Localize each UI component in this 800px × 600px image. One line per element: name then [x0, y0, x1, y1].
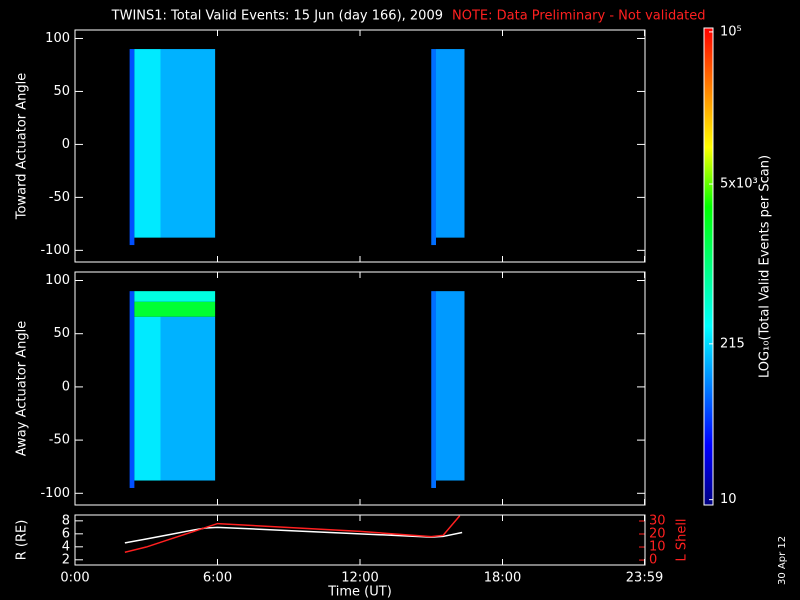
x-tick-label: 0:00 [60, 571, 89, 586]
heatmap-cell [129, 291, 135, 488]
x-tick-label: 18:00 [484, 571, 521, 586]
y-tick-label: 100 [45, 31, 70, 46]
y2-tick-label: 30 [649, 513, 666, 528]
y2-tick-label: 20 [649, 527, 666, 542]
colorbar-tick-label: 10⁵ [720, 24, 742, 39]
heatmap-cell [134, 291, 216, 302]
y-tick-label: 0 [62, 137, 70, 152]
heatmap-cell [129, 49, 135, 246]
y-tick-label: -50 [49, 433, 70, 448]
x-tick-label: 12:00 [341, 571, 378, 586]
y-axis-label: Toward Actuator Angle [15, 73, 30, 220]
y-axis-label: R (RE) [15, 520, 30, 561]
y-tick-label: 0 [62, 379, 70, 394]
colorbar-tick-label: 215 [720, 336, 745, 351]
x-tick-label: 6:00 [203, 571, 232, 586]
y-tick-label: 4 [62, 539, 70, 554]
x-axis-label: Time (UT) [327, 585, 392, 600]
date-stamp: 30 Apr 12 [777, 536, 788, 585]
y-tick-label: 6 [62, 526, 70, 541]
chart-note: NOTE: Data Preliminary - Not validated [452, 9, 706, 24]
y-tick-label: 2 [62, 552, 70, 567]
heatmap-cell [436, 291, 465, 481]
colorbar [703, 27, 714, 506]
y-axis-label: Away Actuator Angle [15, 321, 30, 456]
heatmap-cell [436, 49, 465, 238]
chart-title: TWINS1: Total Valid Events: 15 Jun (day … [111, 9, 443, 24]
y-tick-label: -100 [40, 243, 70, 258]
heatmap-cell [160, 49, 216, 238]
y2-axis-label: L Shell [675, 518, 690, 561]
plot-frame [74, 514, 646, 566]
colorbar-title: LOG₁₀(Total Valid Events per Scan) [758, 155, 773, 378]
y-tick-label: -50 [49, 190, 70, 205]
heatmap-cell [134, 49, 161, 238]
heatmap-cell [431, 49, 436, 246]
heatmap-cell [134, 301, 216, 317]
colorbar-tick-label: 10 [720, 492, 737, 507]
heatmap-cell [431, 291, 436, 488]
y-tick-label: 50 [53, 326, 70, 341]
heatmap-cell [160, 316, 216, 481]
y-tick-label: 8 [62, 513, 70, 528]
x-tick-label: 23:59 [626, 571, 663, 586]
y-tick-label: 50 [53, 84, 70, 99]
data-line [124, 515, 461, 553]
y2-tick-label: 0 [649, 553, 657, 568]
y2-tick-label: 10 [649, 540, 666, 555]
y-tick-label: -100 [40, 486, 70, 501]
y-tick-label: 100 [45, 273, 70, 288]
colorbar-tick-label: 5x10³ [720, 177, 758, 192]
heatmap-cell [134, 316, 161, 481]
